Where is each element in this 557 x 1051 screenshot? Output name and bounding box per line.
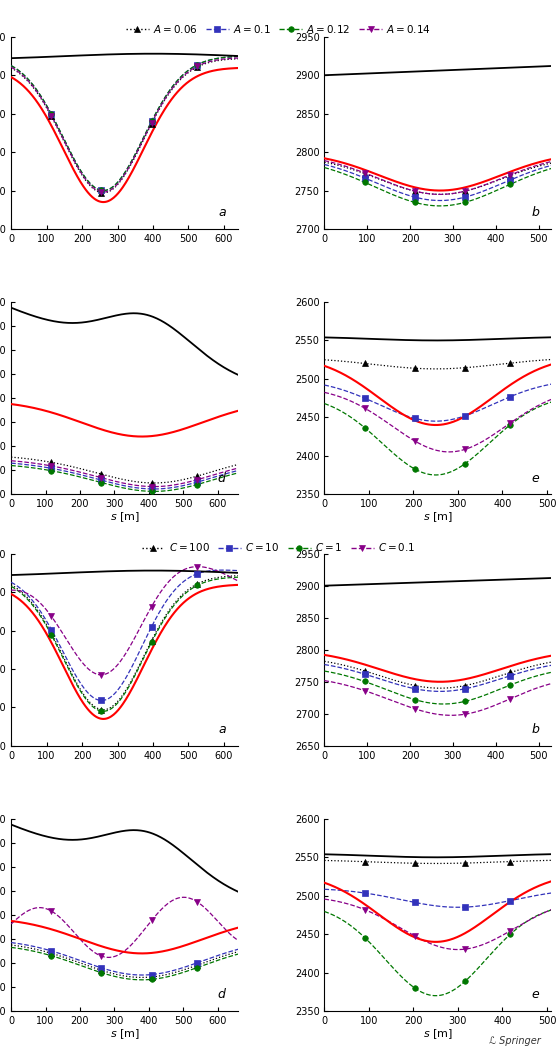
X-axis label: $s$ [m]: $s$ [m]: [110, 511, 140, 524]
Text: $\it{e}$: $\it{e}$: [531, 472, 540, 485]
Text: $\it{b}$: $\it{b}$: [531, 205, 540, 220]
Text: $\it{d}$: $\it{d}$: [217, 471, 227, 485]
Legend: $C = 100$, $C = 10$, $C = 1$, $C = 0.1$: $C = 100$, $C = 10$, $C = 1$, $C = 0.1$: [138, 537, 419, 557]
Legend: $A = 0.06$, $A = 0.1$, $A = 0.12$, $A = 0.14$: $A = 0.06$, $A = 0.1$, $A = 0.12$, $A = …: [121, 19, 436, 39]
Text: $\it{b}$: $\it{b}$: [531, 722, 540, 737]
Text: $\it{e}$: $\it{e}$: [531, 988, 540, 1002]
X-axis label: $s$ [m]: $s$ [m]: [110, 1027, 140, 1042]
Text: $\it{a}$: $\it{a}$: [218, 723, 227, 737]
Text: ℒ Springer: ℒ Springer: [488, 1035, 540, 1046]
X-axis label: $s$ [m]: $s$ [m]: [423, 511, 453, 524]
Text: $\it{a}$: $\it{a}$: [218, 206, 227, 220]
Text: $\it{d}$: $\it{d}$: [217, 988, 227, 1002]
X-axis label: $s$ [m]: $s$ [m]: [423, 1027, 453, 1042]
